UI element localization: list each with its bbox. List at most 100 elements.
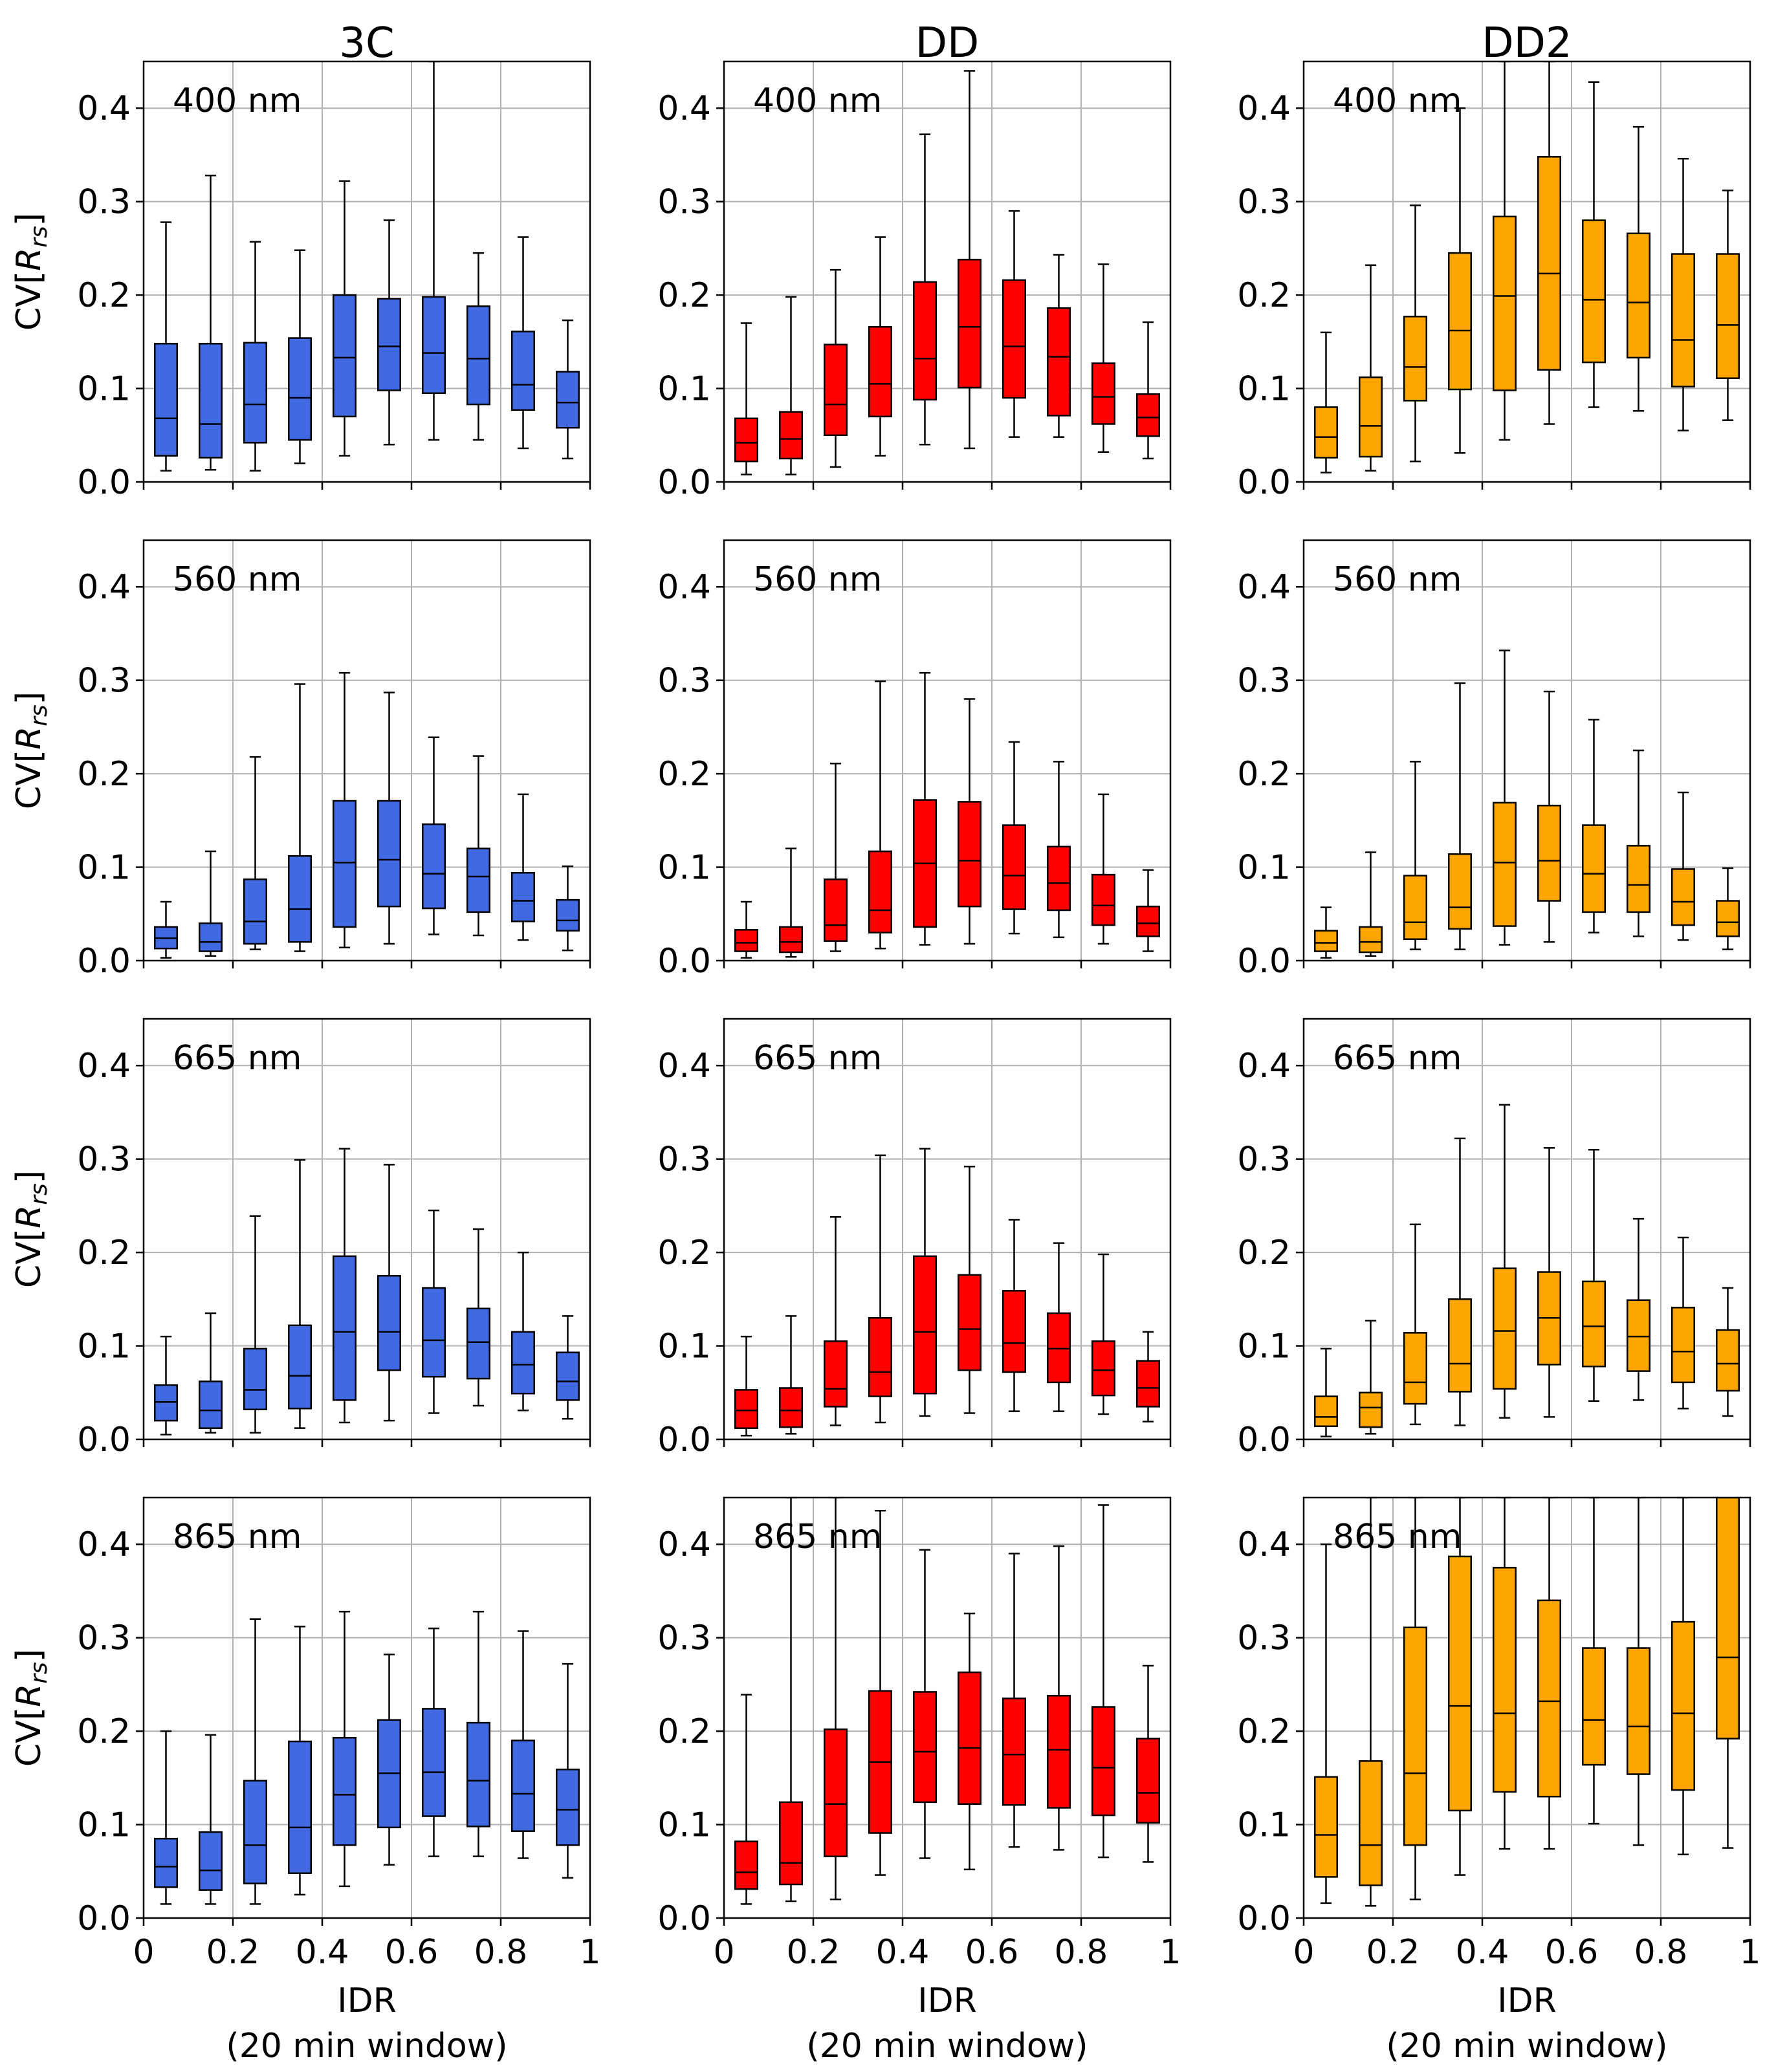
box-3c-665nm-9 (511, 1251, 535, 1412)
box-dd-400nm-6 (958, 70, 981, 450)
y-axis-label-row-4: CV[Rrs] (10, 1649, 52, 1767)
y-tick-label: 0.2 (77, 1712, 131, 1751)
box-body (154, 1837, 178, 1888)
y-tick-label: 0.3 (1237, 662, 1291, 701)
box-body (1359, 1391, 1383, 1428)
box-body (243, 1780, 267, 1884)
box-dd-560nm-4 (868, 680, 892, 950)
y-tick-label: 0.2 (1237, 1712, 1291, 1751)
box-body (1091, 362, 1115, 425)
box-body (333, 1255, 356, 1401)
panel-label-3c-665nm: 665 nm (173, 1039, 301, 1078)
box-dd2-665nm-6 (1537, 1147, 1561, 1418)
x-tick-label: 0.8 (1634, 1933, 1688, 1972)
box-3c-665nm-3 (243, 1215, 267, 1434)
y-tick-label: 0.2 (77, 276, 131, 315)
panel-frame-dd2-560nm (1302, 539, 1751, 962)
box-body (913, 281, 937, 401)
box-dd2-400nm-7 (1582, 81, 1606, 408)
y-tick-label: 0.0 (77, 942, 131, 981)
panel-label-dd2-865nm: 865 nm (1333, 1518, 1462, 1556)
box-3c-400nm-8 (466, 252, 490, 441)
panel-label-3c-560nm: 560 nm (173, 560, 301, 599)
box-body (466, 305, 490, 406)
box-dd-560nm-3 (824, 762, 848, 952)
box-3c-665nm-10 (556, 1315, 580, 1420)
box-3c-560nm-1 (154, 900, 178, 959)
box-3c-665nm-5 (333, 1148, 356, 1424)
box-dd2-560nm-2 (1359, 851, 1383, 957)
box-3c-560nm-5 (333, 671, 356, 949)
box-dd2-400nm-3 (1403, 204, 1427, 463)
box-body (1671, 868, 1695, 926)
box-dd2-865nm-6 (1537, 1498, 1561, 1850)
y-tick-label: 0.1 (1237, 1327, 1291, 1366)
y-tick-label: 0.1 (77, 1806, 131, 1845)
box-body (1136, 1360, 1160, 1408)
box-body (1448, 1298, 1472, 1393)
box-body (1091, 1706, 1115, 1816)
y-tick-label: 0.3 (1237, 1140, 1291, 1179)
box-3c-400nm-9 (511, 236, 535, 450)
box-dd-560nm-8 (1047, 761, 1071, 939)
y-tick-label: 0.2 (657, 1712, 711, 1751)
box-dd2-865nm-5 (1493, 1498, 1517, 1850)
y-tick-label: 0.2 (657, 276, 711, 315)
column-title-3c: 3C (339, 19, 394, 67)
panel-frame-3c-665nm (142, 1018, 591, 1441)
box-3c-400nm-1 (154, 221, 178, 472)
panel-label-dd2-560nm: 560 nm (1333, 560, 1462, 599)
box-dd-665nm-4 (868, 1154, 892, 1424)
box-body (422, 1708, 446, 1817)
box-body (154, 1384, 178, 1422)
box-body (1582, 824, 1606, 913)
box-body (913, 1691, 937, 1804)
panel-frame-dd2-665nm (1302, 1018, 1751, 1441)
x-axis-label-3c: IDR (337, 1981, 397, 2020)
box-3c-400nm-3 (243, 241, 267, 472)
box-body (779, 926, 803, 954)
x-tick-label: 0.2 (787, 1933, 840, 1972)
box-body (154, 342, 178, 457)
x-tick-label: 0.6 (385, 1933, 439, 1972)
box-body (1493, 802, 1517, 927)
box-dd2-560nm-4 (1448, 682, 1472, 950)
box-body (1359, 1760, 1383, 1886)
box-body (1002, 279, 1026, 399)
y-tick-label: 0.4 (1237, 1047, 1291, 1085)
box-body (466, 1721, 490, 1827)
y-tick-label: 0.3 (1237, 1619, 1291, 1658)
x-tick-label: 0.2 (1366, 1933, 1420, 1972)
box-body (511, 1739, 535, 1832)
box-body (1136, 1738, 1160, 1824)
box-dd2-400nm-9 (1671, 157, 1695, 431)
panel-frame-dd-400nm (723, 60, 1172, 483)
box-dd-665nm-1 (734, 1335, 758, 1437)
box-dd-865nm-1 (734, 1694, 758, 1905)
y-tick-label: 0.2 (1237, 276, 1291, 315)
box-3c-865nm-3 (243, 1618, 267, 1905)
y-tick-label: 0.2 (1237, 1234, 1291, 1272)
box-3c-665nm-2 (199, 1312, 223, 1434)
box-body (1493, 215, 1517, 391)
box-3c-400nm-2 (199, 174, 223, 471)
y-tick-label: 0.0 (77, 1899, 131, 1938)
y-tick-label: 0.0 (1237, 1899, 1291, 1938)
box-body (1627, 1647, 1650, 1775)
box-dd2-400nm-2 (1359, 264, 1383, 472)
box-body (1493, 1267, 1517, 1390)
box-body (824, 1728, 848, 1857)
box-dd-665nm-7 (1002, 1219, 1026, 1412)
box-dd-665nm-8 (1047, 1242, 1071, 1412)
box-body (288, 1740, 312, 1874)
box-body (1403, 875, 1427, 941)
box-body (1671, 253, 1695, 387)
box-dd2-560nm-9 (1671, 791, 1695, 941)
box-3c-560nm-7 (422, 736, 446, 935)
box-body (1314, 406, 1338, 459)
x-tick-label: 0 (133, 1933, 154, 1972)
box-body (824, 878, 848, 942)
box-body (511, 871, 535, 922)
box-dd2-560nm-1 (1314, 906, 1338, 959)
y-axis-label-row-2: CV[Rrs] (10, 692, 52, 809)
